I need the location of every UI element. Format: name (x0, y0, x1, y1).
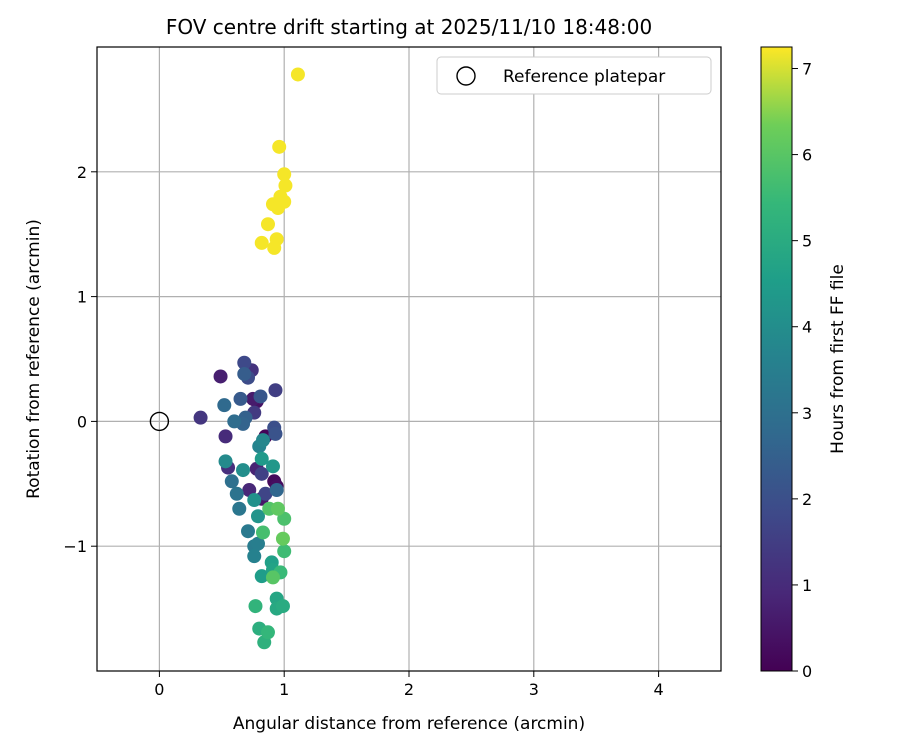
data-point (265, 459, 280, 474)
data-point (237, 366, 252, 381)
reference-platepar-marker (149, 411, 170, 432)
data-point (278, 178, 293, 193)
data-point (254, 466, 269, 481)
colorbar-tick-label: 2 (802, 490, 812, 509)
colorbar-tick-label: 0 (802, 662, 812, 681)
grid-lines (97, 47, 721, 671)
data-point (275, 599, 290, 614)
colorbar-gradient (760, 46, 793, 672)
data-point (233, 391, 248, 406)
y-tick-label: 2 (77, 163, 87, 182)
data-point (255, 525, 270, 540)
x-axis-label: Angular distance from reference (arcmin) (233, 714, 585, 734)
data-point (229, 486, 244, 501)
y-axis-label: Rotation from reference (arcmin) (24, 219, 44, 499)
data-point (268, 426, 283, 441)
x-tick-label: 4 (654, 680, 664, 699)
data-point (265, 570, 280, 585)
data-point (268, 383, 283, 398)
data-point (254, 235, 269, 250)
reference-marker-layer (149, 411, 170, 432)
colorbar-tick-label: 6 (802, 146, 812, 165)
data-point (213, 369, 228, 384)
colorbar-tick-label: 4 (802, 318, 812, 337)
colorbar-label: Hours from first FF file (828, 264, 848, 454)
y-axis-ticks: −1 0 1 2 (63, 163, 97, 556)
data-point (236, 463, 251, 478)
y-tick-label: 0 (77, 412, 87, 431)
colorbar-tick-label: 3 (802, 404, 812, 423)
legend-label: Reference platepar (503, 67, 665, 87)
data-point (275, 531, 290, 546)
data-point (254, 569, 269, 584)
data-point (277, 511, 292, 526)
data-point (269, 483, 284, 498)
colorbar-tick-label: 7 (802, 60, 812, 79)
legend-box (436, 56, 712, 95)
data-point (290, 67, 305, 82)
data-point (241, 524, 256, 539)
data-point (253, 389, 268, 404)
legend-reference-marker (456, 66, 476, 86)
data-point (250, 509, 265, 524)
x-tick-label: 1 (279, 680, 289, 699)
data-point (247, 549, 262, 564)
data-point (270, 200, 285, 215)
chart-title: FOV centre drift starting at 2025/11/10 … (166, 15, 652, 39)
data-point (247, 493, 262, 508)
data-points (193, 67, 305, 650)
y-tick-label: 1 (77, 288, 87, 307)
data-point (272, 139, 287, 154)
data-point (217, 398, 232, 413)
data-point (227, 414, 242, 429)
data-point (260, 217, 275, 232)
data-point (258, 486, 273, 501)
data-point (260, 625, 275, 640)
data-point (270, 501, 285, 516)
data-point (218, 429, 233, 444)
data-point (267, 240, 282, 255)
y-tick-label: −1 (63, 537, 87, 556)
x-axis-ticks: 0 1 2 3 4 (154, 671, 664, 699)
x-tick-label: 3 (529, 680, 539, 699)
legend: Reference platepar (436, 56, 712, 95)
colorbar: 0 1 2 3 4 5 6 7 Hours from first FF file (760, 46, 848, 681)
data-point (218, 454, 233, 469)
data-point (224, 474, 239, 489)
data-point (255, 433, 270, 448)
data-point (237, 355, 252, 370)
data-point (277, 544, 292, 559)
data-point (277, 167, 292, 182)
data-point (232, 501, 247, 516)
colorbar-tick-label: 1 (802, 576, 812, 595)
data-point (250, 536, 265, 551)
data-point (254, 451, 269, 466)
data-point (193, 410, 208, 425)
data-point (248, 599, 263, 614)
colorbar-tick-label: 5 (802, 232, 812, 251)
colorbar-ticks: 0 1 2 3 4 5 6 7 (792, 60, 812, 681)
x-tick-label: 0 (154, 680, 164, 699)
x-tick-label: 2 (404, 680, 414, 699)
